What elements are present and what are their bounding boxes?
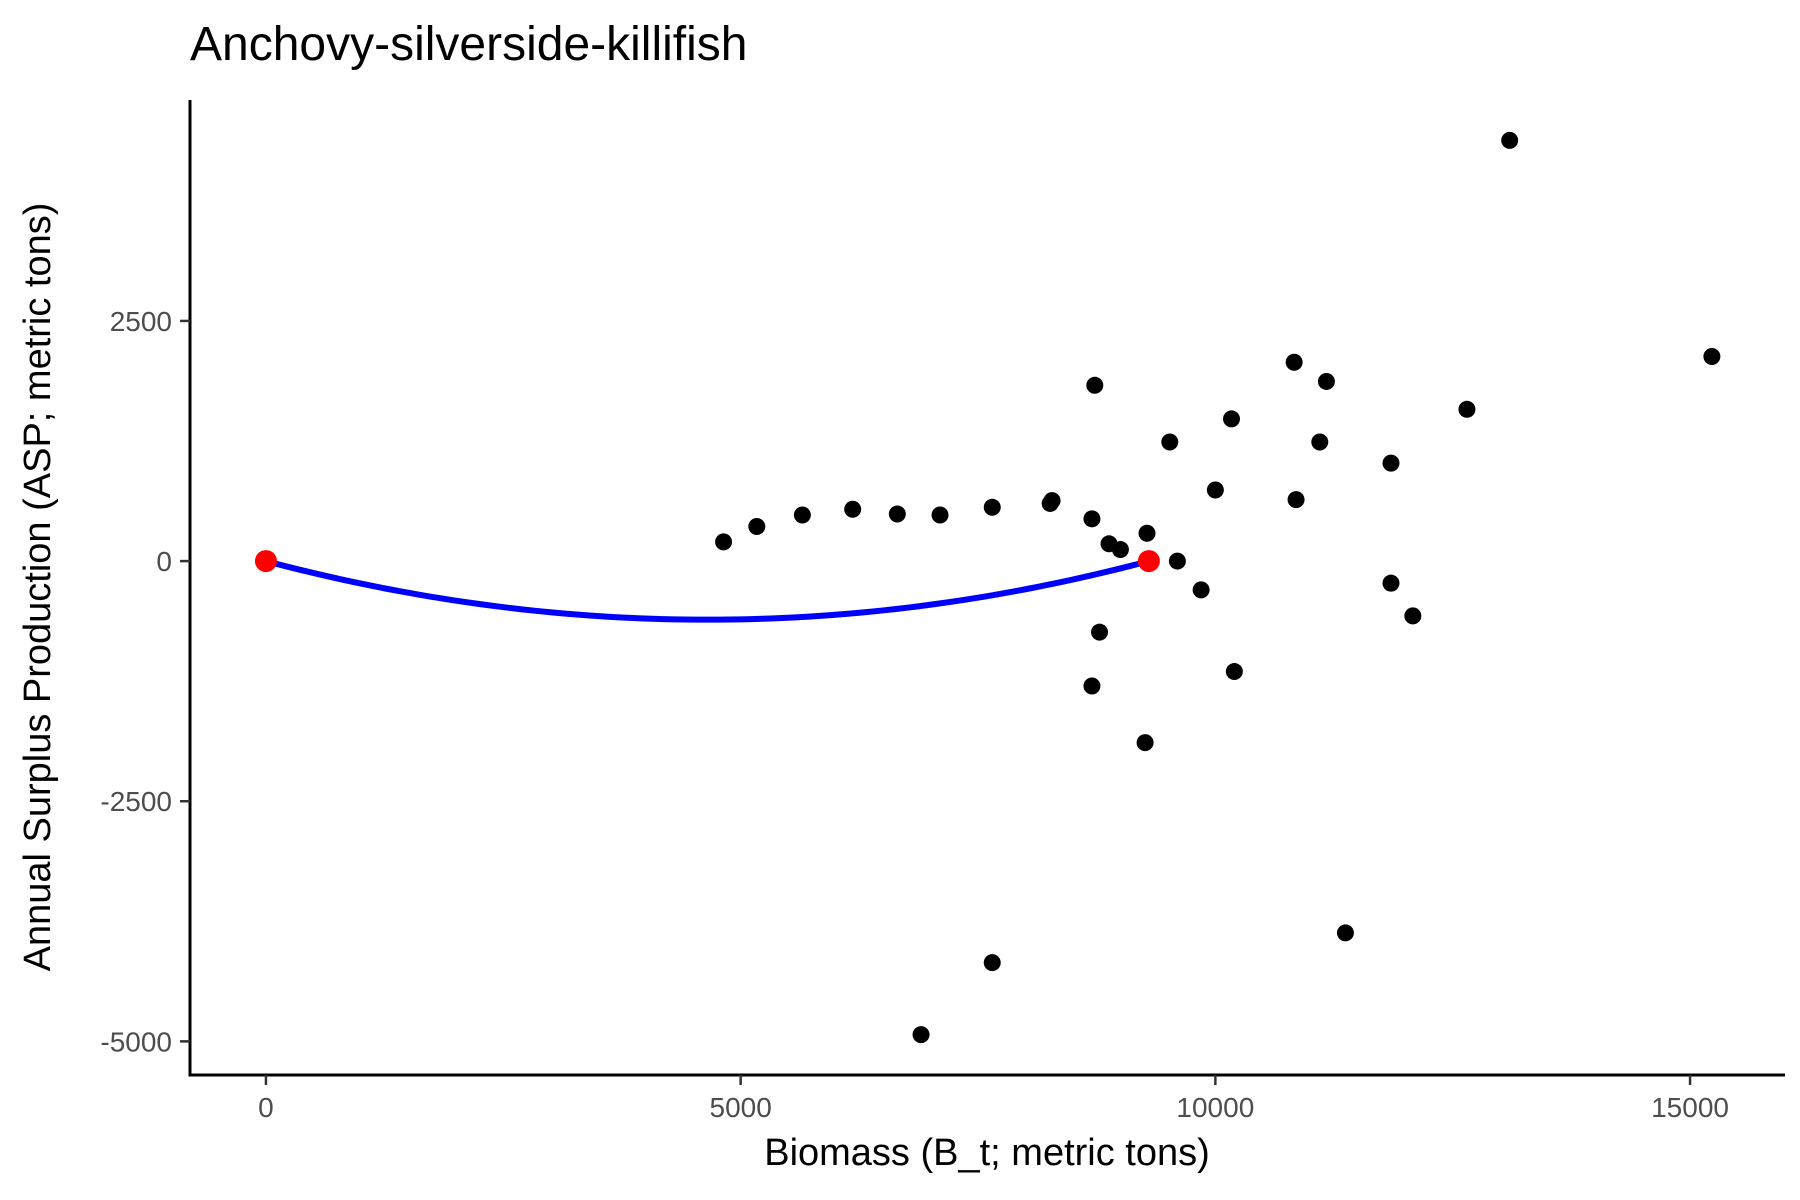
data-point bbox=[1703, 347, 1721, 365]
data-point bbox=[1225, 663, 1243, 681]
data-point bbox=[1161, 433, 1179, 451]
data-point bbox=[912, 1026, 930, 1044]
y-tick-label: -5000 bbox=[100, 1026, 172, 1057]
x-tick-label: 10000 bbox=[1176, 1092, 1254, 1123]
data-point bbox=[1086, 376, 1104, 394]
y-tick-label: 0 bbox=[156, 546, 172, 577]
data-point bbox=[1222, 410, 1240, 428]
data-point bbox=[983, 954, 1001, 972]
data-point bbox=[1111, 541, 1129, 559]
chart-title: Anchovy-silverside-killifish bbox=[190, 18, 747, 71]
data-point bbox=[748, 518, 766, 536]
data-point bbox=[1083, 677, 1101, 695]
data-point bbox=[888, 505, 906, 523]
x-tick-label: 15000 bbox=[1651, 1092, 1729, 1123]
data-point bbox=[844, 500, 862, 518]
data-point bbox=[1336, 924, 1354, 942]
data-point bbox=[1317, 372, 1335, 390]
data-point bbox=[1285, 353, 1303, 371]
data-point bbox=[1382, 574, 1400, 592]
data-point bbox=[1458, 400, 1476, 418]
plot-area bbox=[254, 131, 1721, 1044]
data-point bbox=[1138, 524, 1156, 542]
y-tick-label: -2500 bbox=[100, 786, 172, 817]
data-point bbox=[1136, 734, 1154, 752]
data-point bbox=[1287, 491, 1305, 509]
data-point bbox=[793, 506, 811, 524]
data-point bbox=[1043, 492, 1061, 510]
data-point bbox=[931, 506, 949, 524]
x-tick-label: 5000 bbox=[710, 1092, 772, 1123]
y-axis-label: Annual Surplus Production (ASP; metric t… bbox=[17, 203, 59, 972]
curve-endpoint bbox=[1137, 550, 1160, 573]
data-point bbox=[1091, 623, 1109, 641]
data-point bbox=[1192, 581, 1210, 599]
data-point bbox=[1206, 481, 1224, 499]
x-tick-label: 0 bbox=[258, 1092, 274, 1123]
data-point bbox=[1311, 433, 1329, 451]
data-point bbox=[1382, 454, 1400, 472]
data-point bbox=[983, 498, 1001, 516]
data-point bbox=[1168, 552, 1186, 570]
curve-endpoint bbox=[254, 550, 277, 573]
y-tick-label: 2500 bbox=[110, 306, 172, 337]
x-axis-label: Biomass (B_t; metric tons) bbox=[764, 1132, 1210, 1174]
data-point bbox=[715, 533, 733, 551]
data-point bbox=[1501, 131, 1519, 149]
fitted-curve bbox=[262, 558, 1152, 623]
data-point bbox=[1083, 510, 1101, 528]
axis-ticks: 0 5000 10000 15000 -5000 -2500 0 2500 bbox=[100, 306, 1729, 1123]
data-point bbox=[1404, 607, 1422, 625]
